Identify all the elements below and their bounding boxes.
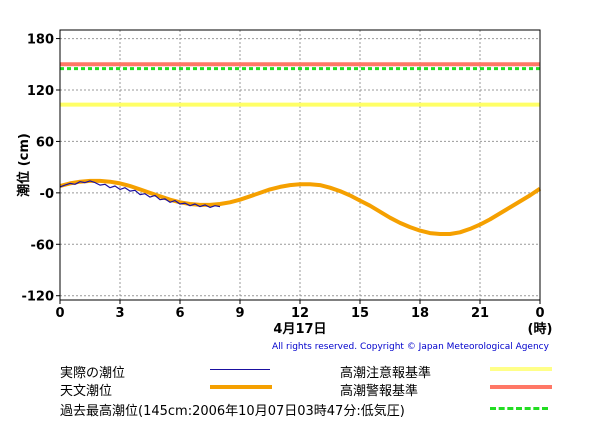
y-tick-label: -0 — [40, 187, 54, 202]
y-axis-label: 潮位 (cm) — [16, 133, 32, 197]
x-tick-label: 15 — [351, 306, 369, 321]
legend-label-record: 過去最高潮位(145cm:2006年10月07日03時47分:低気圧) — [60, 404, 405, 419]
copyright-text: All rights reserved. Copyright © Japan M… — [272, 342, 549, 352]
x-tick-label: 6 — [175, 306, 184, 321]
date-label: 4月17日 — [273, 322, 326, 337]
x-tick-label: 21 — [471, 306, 489, 321]
legend-swatch-caution — [490, 367, 552, 371]
series-lines — [59, 178, 542, 236]
y-tick-label: 60 — [36, 135, 54, 150]
y-tick-label: 180 — [27, 33, 54, 48]
x-ticks: 0 3 6 9 12 15 18 21 0 — [55, 300, 545, 321]
x-axis-unit: (時) — [528, 321, 553, 337]
reference-lines — [60, 62, 540, 107]
legend-label-astronomical: 天文潮位 — [60, 384, 113, 399]
y-tick-label: -120 — [21, 290, 54, 305]
legend-label-observed: 実際の潮位 — [60, 366, 126, 381]
x-tick-label: 3 — [115, 306, 124, 321]
x-tick-label: 0 — [55, 306, 64, 321]
legend-label-caution: 高潮注意報基準 — [340, 366, 432, 381]
astronomical-tide-line — [59, 178, 542, 236]
grid — [60, 30, 540, 300]
legend-swatch-observed — [210, 369, 270, 370]
legend-label-warning: 高潮警報基準 — [340, 384, 419, 399]
observed-tide-line — [59, 180, 221, 208]
legend-swatch-astronomical — [210, 385, 272, 389]
x-tick-label: 18 — [411, 306, 429, 321]
x-tick-label: 9 — [235, 306, 244, 321]
legend-swatch-record — [490, 407, 548, 410]
y-tick-label: 120 — [27, 84, 54, 99]
x-tick-label: 0 — [535, 306, 544, 321]
y-ticks: 180 120 60 -0 -60 -120 — [21, 33, 60, 305]
legend-swatch-warning — [490, 385, 552, 389]
y-tick-label: -60 — [31, 238, 55, 253]
x-tick-label: 12 — [291, 306, 309, 321]
